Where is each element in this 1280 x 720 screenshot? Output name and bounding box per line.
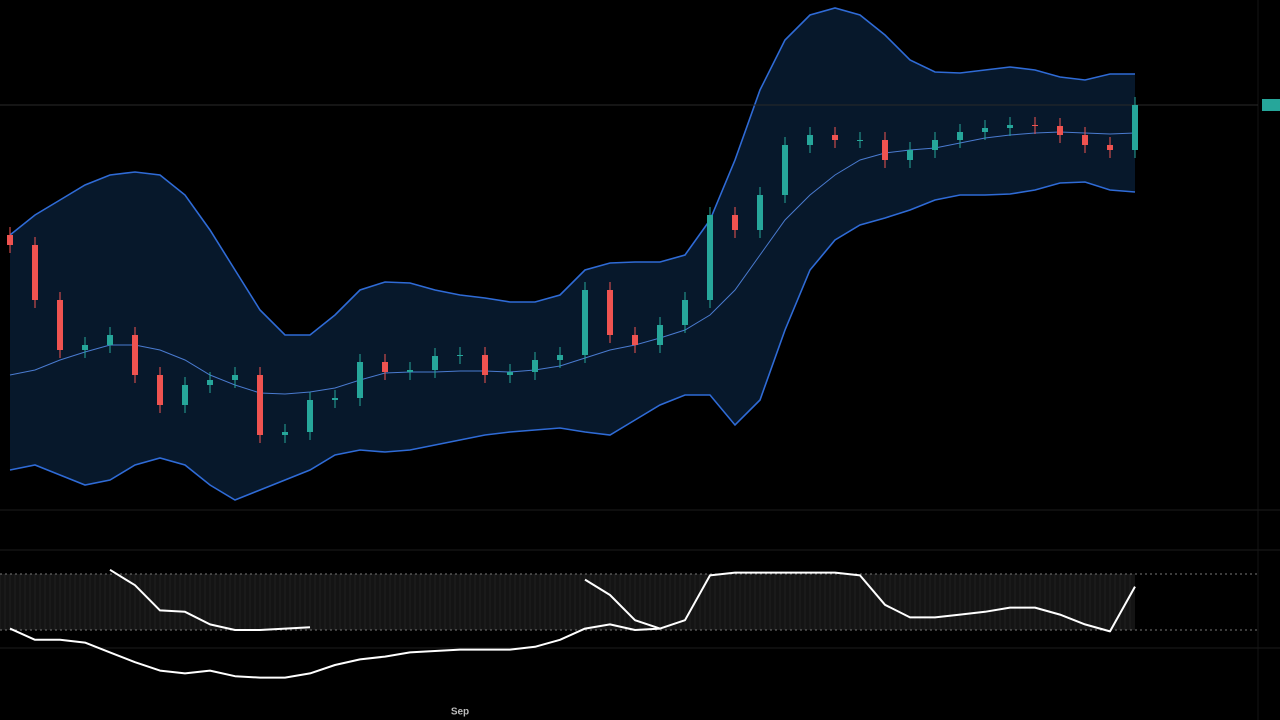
candle-body (207, 380, 213, 385)
candle-body (882, 140, 888, 160)
band-middle (9, 131, 1136, 395)
candle-body (157, 375, 163, 405)
candle-body (1132, 105, 1138, 150)
candle-body (1082, 135, 1088, 145)
candle-body (682, 300, 688, 325)
candle-body (482, 355, 488, 375)
candle-body (532, 360, 538, 372)
candle-body (107, 335, 113, 345)
candle-body (932, 140, 938, 150)
candle-body (707, 215, 713, 300)
candle-body (557, 355, 563, 360)
candle-body (1107, 145, 1113, 150)
candle-body (57, 300, 63, 350)
candle-body (1007, 125, 1013, 128)
candle-body (282, 432, 288, 435)
candle-body (732, 215, 738, 230)
band-line (9, 181, 1136, 501)
band-line (9, 7, 1135, 336)
candle-body (132, 335, 138, 375)
candle-body (32, 245, 38, 300)
candle-body (382, 362, 388, 372)
band-fill (10, 8, 1135, 500)
candle-body (807, 135, 813, 145)
candle-body (1057, 126, 1063, 135)
candle-body (407, 370, 413, 372)
candle-body (232, 375, 238, 380)
candle-body (757, 195, 763, 230)
candle-body (957, 132, 963, 140)
candle-body (432, 356, 438, 370)
candle-body (7, 235, 13, 245)
x-tick-label: Sep (451, 707, 469, 718)
oscillator-line (109, 568, 1136, 633)
candle-body (607, 290, 613, 335)
last-price-tag (1262, 99, 1280, 111)
candle-body (782, 145, 788, 195)
candle-body (1032, 125, 1038, 126)
level-zone (0, 574, 1135, 630)
candle-body (257, 375, 263, 435)
candle-body (857, 140, 863, 141)
candle-body (657, 325, 663, 345)
candle-body (832, 135, 838, 140)
candle-body (507, 372, 513, 375)
candle-body (457, 355, 463, 356)
oscillator-line (9, 623, 661, 679)
candle-body (582, 290, 588, 355)
candle-body (632, 335, 638, 345)
candle-body (307, 400, 313, 432)
candle-body (182, 385, 188, 405)
candle-body (82, 345, 88, 350)
candle-body (982, 128, 988, 132)
candle-body (357, 362, 363, 398)
candle-body (332, 398, 338, 400)
candle-body (907, 150, 913, 160)
